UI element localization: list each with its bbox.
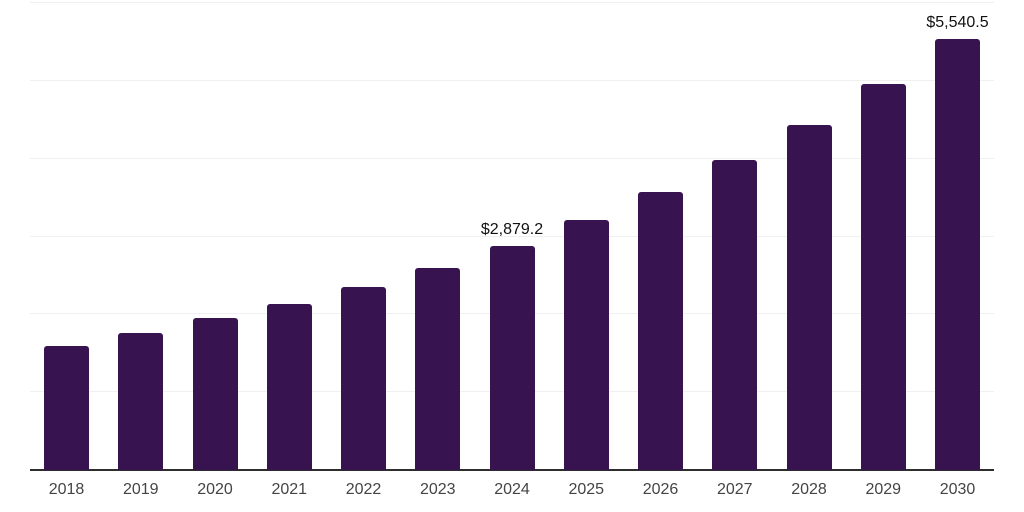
x-tick-2030: 2030 (939, 481, 976, 498)
x-tick-2019: 2019 (122, 481, 159, 498)
bar-2028[interactable] (786, 124, 832, 470)
x-tick-2018: 2018 (48, 481, 85, 498)
x-tick-2022: 2022 (345, 481, 382, 498)
bar-2021[interactable] (266, 303, 312, 470)
bar-2030[interactable] (935, 38, 980, 470)
bar-2020[interactable] (192, 318, 238, 470)
bar-2018[interactable] (44, 346, 89, 470)
x-tick-2020: 2020 (197, 481, 233, 498)
gridline-5000 (30, 79, 994, 81)
gridline-3000 (30, 235, 994, 237)
x-tick-2023: 2023 (419, 481, 456, 498)
x-tick-2026: 2026 (642, 481, 679, 498)
bar-2022[interactable] (341, 286, 386, 470)
x-tick-2024: 2024 (494, 481, 530, 498)
data-label-2024: $2,879.2 (480, 220, 544, 238)
bar-2029[interactable] (860, 84, 906, 470)
gridline-6000 (30, 2, 994, 3)
bar-2027[interactable] (712, 160, 758, 470)
x-tick-2028: 2028 (791, 481, 827, 498)
x-axis-line (30, 469, 994, 471)
x-tick-2029: 2029 (865, 481, 902, 498)
bar-2019[interactable] (118, 333, 164, 470)
x-tick-2027: 2027 (716, 481, 753, 498)
gridline-4000 (30, 157, 994, 159)
plot-area: $2,879.2 $5,540.5 (30, 0, 994, 471)
x-tick-2025: 2025 (568, 481, 605, 498)
data-label-2030: $5,540.5 (926, 13, 989, 31)
bar-2025[interactable] (563, 219, 609, 470)
bar-2026[interactable] (638, 192, 683, 470)
bar-2023[interactable] (415, 267, 461, 470)
x-tick-2021: 2021 (271, 481, 308, 498)
bar-2024[interactable] (489, 245, 535, 470)
